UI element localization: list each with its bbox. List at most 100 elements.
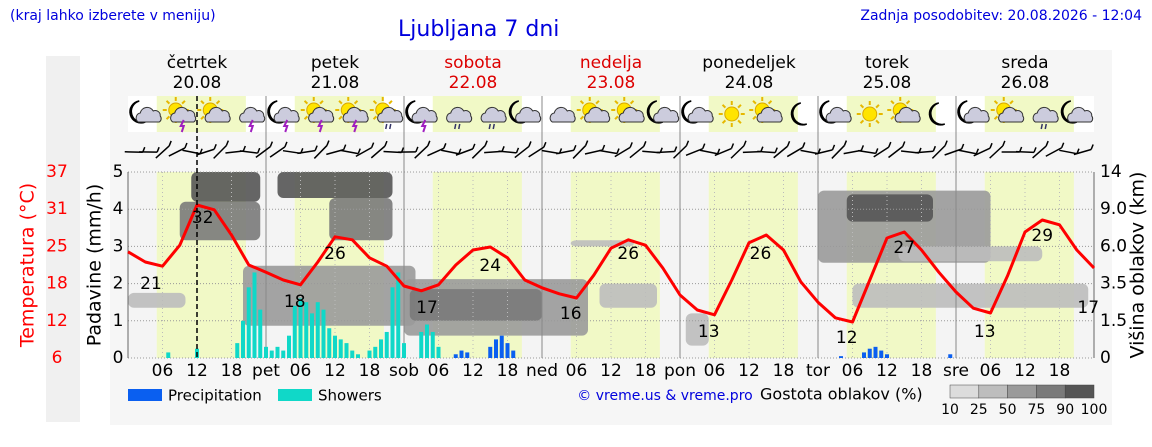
x-tick-label: 18 (911, 361, 933, 381)
day-name: torek (865, 53, 909, 73)
day-name: petek (311, 53, 359, 73)
precip-bar (391, 287, 395, 358)
x-tick-label: 12 (1014, 361, 1036, 381)
precip-bar (316, 302, 320, 358)
daylight-band (433, 96, 522, 132)
precip-bar (500, 336, 504, 358)
daylight-band (985, 172, 1074, 358)
rain-drop (493, 124, 494, 129)
temperature-extreme: 26 (750, 244, 772, 264)
temperature-tick-label: 31 (46, 199, 68, 219)
density-level: 90 (1056, 402, 1074, 418)
x-tick-label: 18 (635, 361, 657, 381)
day-date: 22.08 (449, 73, 498, 93)
temperature-extreme: 17 (1077, 298, 1099, 318)
x-tick-label: 12 (600, 361, 622, 381)
temperature-tick-label: 12 (46, 311, 68, 331)
precip-bar (281, 351, 285, 358)
density-level: 25 (970, 402, 988, 418)
precip-bar (885, 354, 889, 358)
x-tick-label: tor (806, 361, 830, 381)
cloud-area (847, 194, 933, 221)
updated: Zadnja posodobitev: 20.08.2026 - 12:04 (860, 8, 1142, 24)
precip-bar (460, 351, 464, 358)
x-tick-label: 18 (773, 361, 795, 381)
wind-barb (1016, 152, 1034, 153)
x-tick-label: sob (389, 361, 419, 381)
y2-tick-label: 3.5 (1100, 274, 1127, 294)
density-level: 75 (1027, 402, 1045, 418)
credit: © vreme.us & vreme.pro (577, 388, 752, 404)
precip-bar (327, 328, 331, 358)
note: (kraj lahko izberete v meniju) (10, 8, 216, 24)
x-tick-label: 12 (324, 361, 346, 381)
y-tick-label: 5 (113, 162, 124, 182)
temperature-extreme: 13 (974, 322, 996, 342)
day-name: ponedeljek (702, 53, 796, 73)
precip-bar (339, 339, 343, 358)
y-axis-label: Padavine (mm/h) (84, 184, 106, 347)
x-tick-label: 06 (842, 361, 864, 381)
weather-icon (719, 101, 745, 127)
day-date: 24.08 (725, 73, 774, 93)
day-date: 25.08 (863, 73, 912, 93)
temperature-tick-label: 37 (46, 162, 68, 182)
day-name: četrtek (167, 53, 228, 73)
x-tick-label: 06 (704, 361, 726, 381)
precip-bar (310, 313, 314, 358)
temperature-extreme: 16 (560, 304, 582, 324)
legend-swatch (128, 389, 162, 401)
precip-bar (368, 351, 372, 358)
precip-bar (385, 332, 389, 358)
x-tick-label: 06 (566, 361, 588, 381)
x-tick-label: 18 (1049, 361, 1071, 381)
sun (863, 107, 877, 121)
precip-bar (253, 272, 257, 358)
precip-bar (293, 306, 297, 358)
temperature-extreme: 21 (140, 274, 162, 294)
x-tick-label: 06 (290, 361, 312, 381)
day-date: 23.08 (587, 73, 636, 93)
x-tick-label: 06 (428, 361, 450, 381)
rain-drop (390, 124, 391, 129)
x-tick-label: 18 (221, 361, 243, 381)
precip-bar (494, 339, 498, 358)
day-date: 21.08 (311, 73, 360, 93)
x-tick-label: 12 (462, 361, 484, 381)
temperature-tick-label: 18 (46, 274, 68, 294)
precip-bar (373, 347, 377, 358)
density-swatch (979, 385, 1008, 398)
x-tick-label: ned (526, 361, 558, 381)
temperature-extreme: 17 (416, 298, 438, 318)
precip-bar (350, 351, 354, 358)
day-date: 20.08 (173, 73, 222, 93)
temperature-extreme: 26 (324, 244, 346, 264)
weather-icon (857, 101, 883, 127)
legend-label: Showers (318, 387, 382, 405)
y2-tick-label: 1.5 (1100, 311, 1127, 331)
precip-bar (276, 347, 280, 358)
x-tick-label: 06 (980, 361, 1002, 381)
x-tick-label: 12 (738, 361, 760, 381)
y-tick-label: 2 (113, 274, 124, 294)
rain-drop (489, 124, 490, 129)
temperature-extreme: 32 (192, 208, 214, 228)
day-date: 26.08 (1001, 73, 1050, 93)
temperature-extreme: 26 (617, 244, 639, 264)
sun (725, 107, 739, 121)
rain-drop (455, 124, 456, 129)
precip-bar (241, 321, 245, 358)
y-tick-label: 3 (113, 236, 124, 256)
day-name: sobota (444, 53, 502, 73)
precip-bar (258, 310, 262, 358)
legend-swatch (278, 389, 312, 401)
density-swatch (1008, 385, 1037, 398)
precip-bar (270, 351, 274, 358)
precip-bar (437, 347, 441, 358)
temperature-label: Temperatura (°C) (17, 183, 39, 348)
temperature-extreme: 24 (479, 256, 501, 276)
x-tick-label: 18 (497, 361, 519, 381)
precip-bar (379, 339, 383, 358)
precip-bar (166, 352, 170, 358)
